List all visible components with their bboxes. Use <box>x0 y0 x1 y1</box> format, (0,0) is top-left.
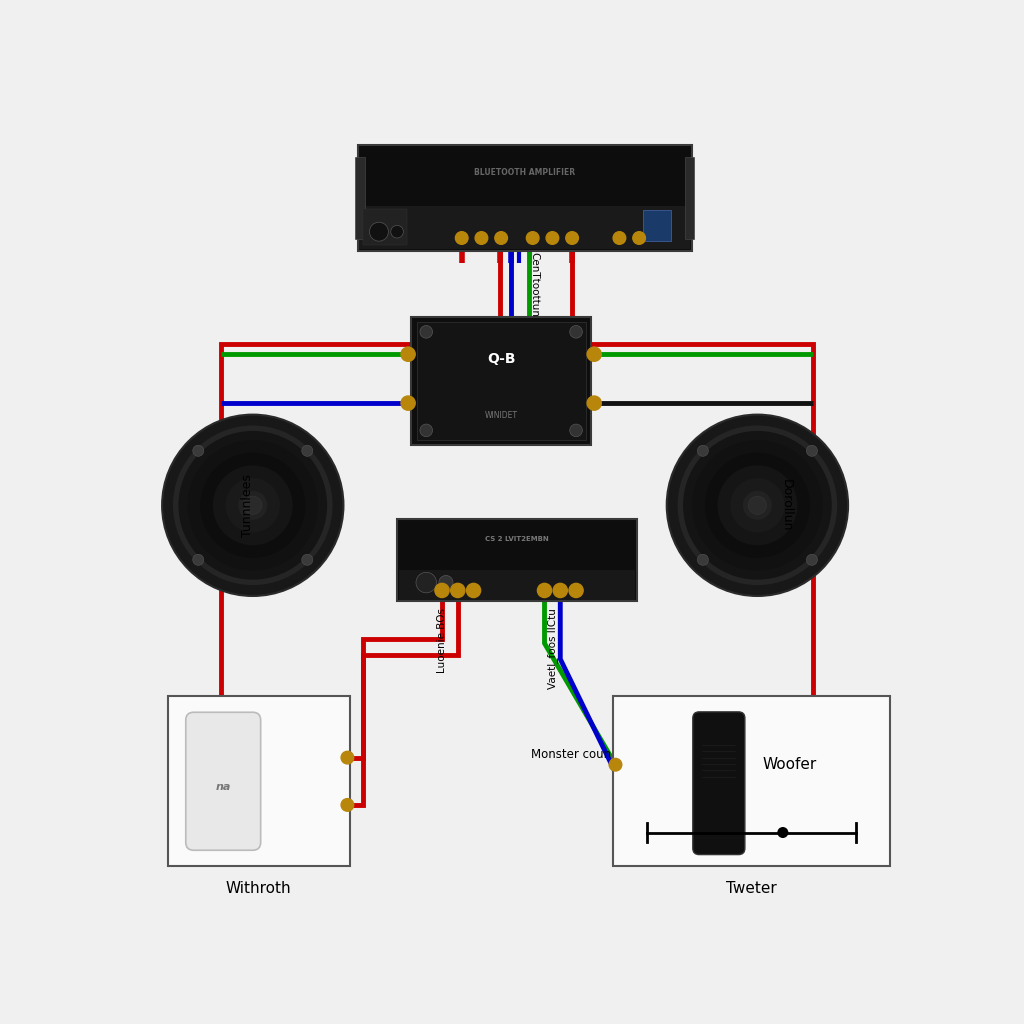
Circle shape <box>569 584 583 598</box>
Circle shape <box>553 584 567 598</box>
Circle shape <box>370 222 388 242</box>
Circle shape <box>806 445 817 457</box>
Circle shape <box>697 445 709 457</box>
Circle shape <box>416 572 436 593</box>
Circle shape <box>193 445 204 457</box>
Circle shape <box>495 231 508 245</box>
Circle shape <box>341 752 353 764</box>
FancyBboxPatch shape <box>417 323 586 440</box>
Circle shape <box>613 231 626 245</box>
Circle shape <box>187 440 318 570</box>
Text: Withroth: Withroth <box>226 882 292 896</box>
Circle shape <box>587 396 601 411</box>
Circle shape <box>749 497 767 514</box>
Circle shape <box>678 426 838 585</box>
Circle shape <box>162 415 343 596</box>
FancyBboxPatch shape <box>613 696 890 866</box>
Circle shape <box>718 465 798 545</box>
Circle shape <box>200 453 305 558</box>
FancyBboxPatch shape <box>168 696 350 866</box>
FancyBboxPatch shape <box>412 316 591 445</box>
Circle shape <box>569 326 583 338</box>
Bar <box>364 209 407 245</box>
Circle shape <box>633 231 645 245</box>
Circle shape <box>609 759 622 771</box>
Circle shape <box>546 231 559 245</box>
Circle shape <box>456 231 468 245</box>
Circle shape <box>806 554 817 565</box>
FancyBboxPatch shape <box>185 713 261 850</box>
Circle shape <box>526 231 539 245</box>
FancyBboxPatch shape <box>397 519 637 601</box>
Text: BLUETOOTH AMPLIFIER: BLUETOOTH AMPLIFIER <box>474 168 575 177</box>
FancyBboxPatch shape <box>357 145 692 251</box>
Text: CS 2 LVIT2EMBN: CS 2 LVIT2EMBN <box>485 537 549 542</box>
Text: Tweter: Tweter <box>726 882 777 896</box>
Text: CenTtoottun: CenTtoottun <box>529 252 540 317</box>
Text: Vaetl_foos llCtu: Vaetl_foos llCtu <box>547 608 558 689</box>
Circle shape <box>193 554 204 565</box>
Circle shape <box>341 799 353 811</box>
Circle shape <box>401 347 415 361</box>
Circle shape <box>213 465 293 545</box>
Circle shape <box>435 584 450 598</box>
Circle shape <box>420 424 432 436</box>
Circle shape <box>697 554 709 565</box>
Circle shape <box>391 225 403 238</box>
Circle shape <box>777 827 788 838</box>
Circle shape <box>569 424 583 436</box>
Text: WINIDET: WINIDET <box>484 411 518 420</box>
Text: Luoenie BOs: Luoenie BOs <box>437 608 447 673</box>
Circle shape <box>742 490 772 520</box>
Circle shape <box>401 396 415 411</box>
Circle shape <box>683 431 831 580</box>
Text: Woofer: Woofer <box>762 757 816 772</box>
Circle shape <box>667 415 848 596</box>
Text: Tunnnlees: Tunnnlees <box>241 474 254 537</box>
Circle shape <box>705 453 810 558</box>
Circle shape <box>467 584 480 598</box>
Circle shape <box>244 497 262 514</box>
Bar <box>355 157 365 239</box>
Circle shape <box>566 231 579 245</box>
Circle shape <box>239 490 267 520</box>
Circle shape <box>475 231 487 245</box>
Bar <box>685 157 694 239</box>
Circle shape <box>730 478 784 532</box>
Circle shape <box>302 445 312 457</box>
Circle shape <box>692 440 822 570</box>
Circle shape <box>178 431 327 580</box>
Text: na: na <box>215 782 230 793</box>
Circle shape <box>538 584 552 598</box>
Text: Q-B: Q-B <box>486 352 515 367</box>
Circle shape <box>439 575 453 590</box>
Text: Dorollun: Dorollun <box>780 479 793 531</box>
Text: Monster coun: Monster coun <box>531 749 611 762</box>
Circle shape <box>225 478 280 532</box>
Circle shape <box>451 584 465 598</box>
Circle shape <box>420 326 432 338</box>
Bar <box>398 570 635 600</box>
Circle shape <box>302 554 312 565</box>
Bar <box>359 206 690 249</box>
Circle shape <box>587 347 601 361</box>
Circle shape <box>173 426 333 585</box>
Bar <box>643 210 671 242</box>
FancyBboxPatch shape <box>693 712 744 855</box>
